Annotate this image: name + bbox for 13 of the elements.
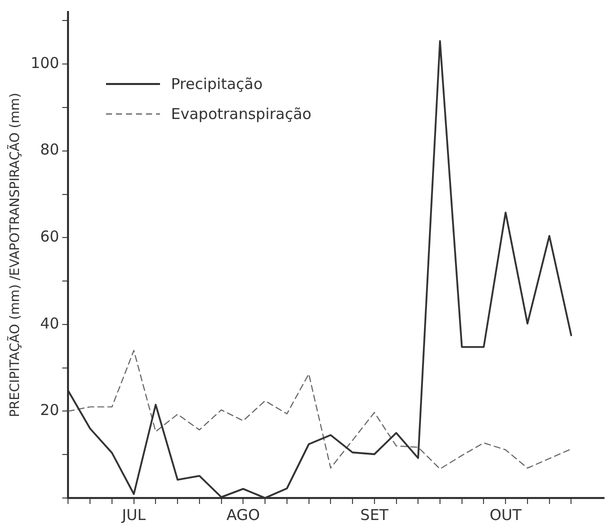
legend-label: Evapotranspiração: [171, 105, 312, 123]
y-axis-title: PRECIPITAÇÃO (mm) /EVAPOTRANSPIRAÇÃO (mm): [7, 92, 24, 418]
y-tick-label: 40: [40, 314, 60, 332]
x-tick-label: JUL: [120, 506, 146, 524]
x-tick-label: OUT: [490, 506, 522, 524]
legend-label: Precipitação: [171, 75, 263, 93]
y-tick-label: 20: [40, 401, 60, 420]
x-tick-label: AGO: [226, 506, 260, 524]
y-tick-label: 100: [30, 54, 60, 72]
y-tick-label: 60: [40, 228, 60, 246]
line-series: [68, 350, 572, 470]
x-tick-label: SET: [360, 506, 390, 524]
y-tick-label: 80: [40, 140, 60, 159]
